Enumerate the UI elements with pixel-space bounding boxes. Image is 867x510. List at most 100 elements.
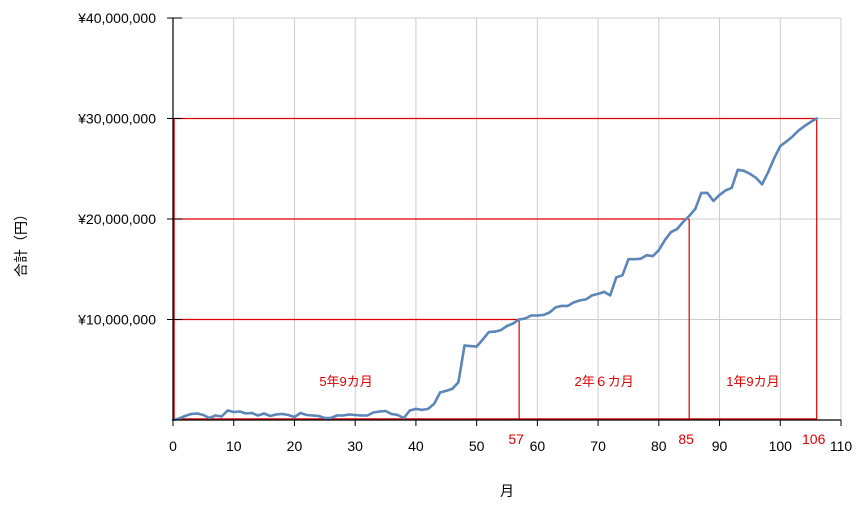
data-point [341, 414, 345, 417]
data-point [712, 199, 715, 203]
data-point [384, 409, 387, 413]
data-point [372, 411, 375, 414]
data-point [742, 169, 746, 172]
data-point [736, 168, 739, 171]
x-tick-label: 20 [287, 438, 303, 454]
data-point [439, 391, 442, 394]
data-point [390, 412, 393, 416]
data-point [663, 238, 667, 242]
data-point [378, 410, 381, 413]
data-point [347, 413, 351, 416]
data-point [609, 294, 612, 297]
data-point [432, 402, 436, 406]
data-point [475, 345, 478, 348]
data-point [451, 387, 454, 391]
data-point [639, 257, 642, 260]
data-point [627, 258, 630, 261]
data-point [554, 306, 557, 309]
data-point [366, 414, 369, 417]
data-point [499, 328, 503, 332]
duration-label: 1年9カ月 [726, 374, 779, 389]
data-point [536, 314, 539, 317]
data-point [578, 299, 582, 302]
data-point [548, 311, 551, 314]
data-point [809, 120, 812, 124]
data-point [815, 117, 818, 120]
data-point [238, 410, 241, 413]
data-point [457, 381, 460, 384]
data-point [256, 414, 260, 417]
data-point [718, 193, 721, 197]
data-point [329, 416, 333, 420]
data-point [317, 414, 320, 418]
data-point [602, 290, 606, 294]
y-tick-label: ¥40,000,000 [77, 10, 156, 26]
data-point [232, 410, 235, 414]
data-point [797, 129, 800, 132]
data-point [408, 409, 412, 412]
data-point [773, 156, 776, 160]
data-point [214, 414, 217, 417]
series-line [171, 117, 819, 422]
data-point [791, 135, 794, 138]
data-point [487, 330, 490, 334]
series-layer [171, 117, 819, 422]
x-tick-label: 80 [651, 438, 667, 454]
data-point [560, 304, 563, 308]
threshold-month-label: 57 [508, 431, 524, 447]
data-point [572, 301, 575, 304]
labels: 月 合計（円） 0 10 20 30 40 50 60 70 80 90 100 110 ¥10,000… [13, 10, 852, 499]
x-tick-label: 10 [226, 438, 242, 454]
data-point [202, 413, 205, 417]
x-tick-label: 50 [469, 438, 485, 454]
data-point [360, 414, 363, 417]
axes [167, 17, 842, 426]
data-point [511, 322, 515, 325]
x-tick-label: 0 [169, 438, 177, 454]
data-point [281, 412, 284, 416]
threshold-month-label: 85 [678, 431, 694, 447]
data-point [803, 124, 806, 128]
threshold-annotations: 5年9カ月 2年６カ月 1年9カ月 57 85 106 [173, 117, 826, 447]
data-point [687, 214, 691, 218]
data-point [244, 412, 248, 415]
data-point [481, 338, 484, 341]
data-point [651, 254, 654, 258]
data-point [420, 408, 424, 412]
data-point [493, 330, 497, 333]
data-point [615, 276, 618, 279]
data-point [633, 258, 636, 261]
data-point [530, 314, 533, 317]
x-tick-label: 60 [530, 438, 546, 454]
data-point [268, 414, 272, 418]
data-point [226, 409, 229, 412]
data-point [469, 344, 472, 348]
data-point [779, 144, 782, 148]
y-tick-label: ¥30,000,000 [77, 111, 156, 127]
y-tick-label: ¥10,000,000 [77, 312, 156, 328]
data-point [335, 414, 339, 417]
y-axis-title: 合計（円） [13, 207, 29, 277]
x-tick-label: 70 [590, 438, 606, 454]
data-point [724, 189, 727, 192]
data-point [590, 294, 594, 297]
data-point [505, 324, 509, 328]
data-point [323, 416, 327, 420]
data-point [785, 140, 788, 143]
data-point [402, 416, 405, 420]
data-point [275, 413, 278, 416]
data-point [293, 415, 296, 419]
x-tick-label: 100 [769, 438, 793, 454]
data-point [584, 298, 588, 301]
data-point [669, 230, 673, 234]
data-point [694, 207, 697, 211]
data-point [596, 292, 600, 296]
data-point [190, 412, 193, 416]
y-tick-label: ¥20,000,000 [77, 211, 156, 227]
data-point [566, 304, 569, 308]
data-point [396, 413, 399, 417]
data-point [262, 412, 266, 415]
data-point [681, 220, 685, 224]
